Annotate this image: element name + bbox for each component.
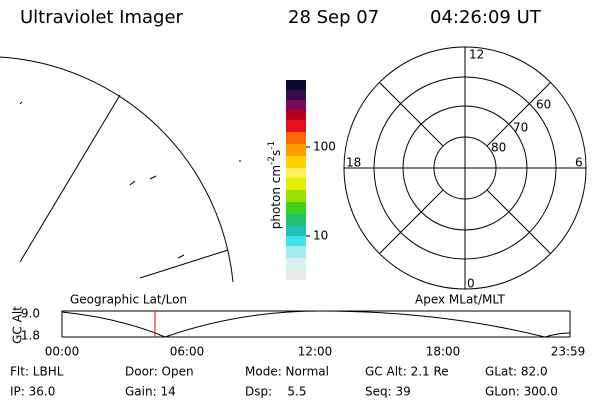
- x-tick-label: 18:00: [426, 345, 461, 359]
- polar-grid: 12 0 18 6 60 70 80: [343, 46, 587, 291]
- info-field: Gain: 14: [125, 385, 176, 399]
- info-field: GLon: 300.0: [485, 385, 558, 399]
- colorbar: 100 10 photon cm-2s-1: [267, 80, 336, 280]
- info-field: Dsp: 5.5: [245, 385, 307, 399]
- colorbar-label: photon cm-2s-1: [267, 141, 283, 230]
- mlt-label: 6: [575, 156, 583, 170]
- date: 28 Sep 07: [288, 7, 379, 28]
- info-field: GC Alt: 2.1 Re: [365, 365, 449, 379]
- info-field: IP: 36.0: [10, 385, 55, 399]
- orbit-right-label: Apex MLat/MLT: [415, 293, 505, 307]
- lat-label: 80: [491, 141, 506, 155]
- mlt-label: 18: [346, 156, 361, 170]
- unit-exp: -1: [267, 141, 277, 150]
- image-panel: [0, 56, 241, 283]
- info-field: Seq: 39: [365, 385, 411, 399]
- colorbar-tick: 10: [313, 229, 328, 243]
- info-field: GLat: 82.0: [485, 365, 548, 379]
- unit: photon cm: [269, 165, 283, 229]
- x-tick-label: 12:00: [298, 345, 333, 359]
- info-field: Mode: Normal: [245, 365, 329, 379]
- y-tick-label: 1.8: [21, 329, 40, 343]
- mlt-label: 12: [469, 48, 484, 62]
- x-tick-label: 00:00: [45, 345, 80, 359]
- info-field: Door: Open: [125, 365, 194, 379]
- unit-exp: -2: [267, 156, 277, 165]
- info: Flt: LBHL Door: Open Mode: Normal GC Alt…: [10, 365, 558, 399]
- colorbar-tick: 100: [313, 140, 336, 154]
- orbit-left-label: Geographic Lat/Lon: [70, 293, 187, 307]
- mlt-label: 0: [467, 277, 475, 291]
- title: Ultraviolet Imager: [20, 7, 184, 28]
- unit: s: [269, 150, 283, 156]
- lat-label: 70: [513, 121, 528, 135]
- x-tick-label: 23:59: [551, 345, 586, 359]
- time: 04:26:09 UT: [430, 7, 542, 28]
- y-tick-label: 9.0: [21, 307, 40, 321]
- info-field: Flt: LBHL: [10, 365, 64, 379]
- x-tick-label: 06:00: [170, 345, 205, 359]
- y-axis-label: GC Alt: [11, 306, 25, 344]
- orbit-plot: Geographic Lat/Lon Apex MLat/MLT 9.0 1.8…: [11, 293, 586, 359]
- lat-label: 60: [536, 98, 551, 112]
